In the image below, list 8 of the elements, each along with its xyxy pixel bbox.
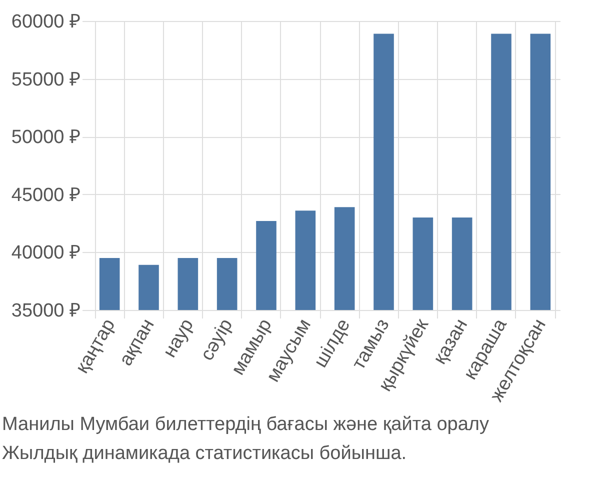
- y-tick-label: 40000 ₽: [11, 242, 80, 264]
- y-tick-label: 50000 ₽: [11, 127, 80, 148]
- y-tick-label: 35000 ₽: [11, 300, 80, 322]
- text: Манилы Мумбаи билеттердің бағасы және қайта оралу: [1, 413, 490, 437]
- y-tick-label: 60000 ₽: [11, 12, 80, 32]
- y-tick-label: 55000 ₽: [11, 69, 80, 90]
- y-tick-label: 45000 ₽: [11, 184, 80, 206]
- text: Жылдық динамикада статистикасы бойынша.: [1, 442, 408, 466]
